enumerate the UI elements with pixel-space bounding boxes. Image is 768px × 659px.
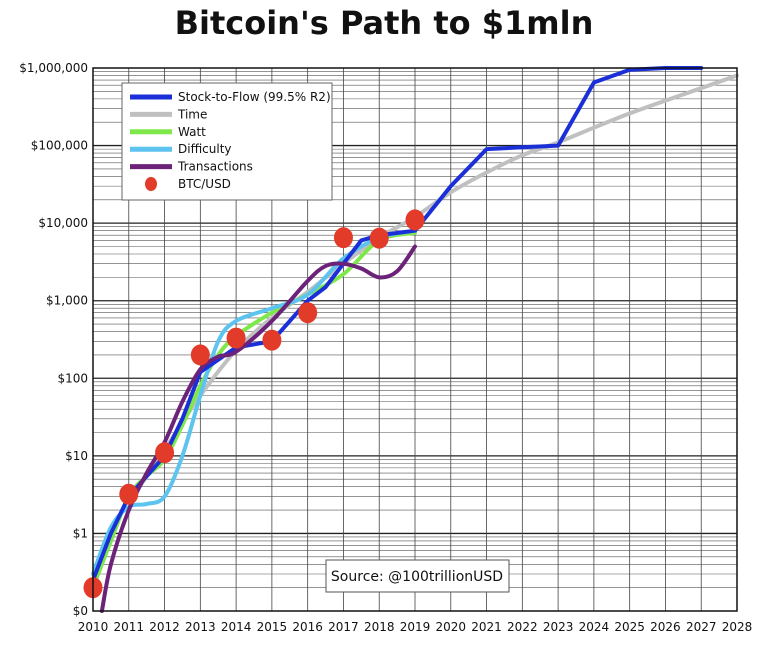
x-tick-label: 2010 [78, 620, 109, 634]
source-label: Source: @100trillionUSD [331, 569, 503, 585]
series-layer [83, 66, 739, 613]
x-tick-label: 2013 [185, 620, 216, 634]
source-box-frame [325, 559, 510, 593]
x-tick-label: 2021 [471, 620, 502, 634]
x-tick-label: 2023 [543, 620, 574, 634]
x-tick-label: 2012 [149, 620, 180, 634]
x-tick-label: 2017 [328, 620, 359, 634]
legend-label-transactions: Transactions [177, 160, 253, 174]
y-tick-label: $100,000 [31, 139, 88, 153]
legend-label-stock-to-flow-99-5-r2: Stock-to-Flow (99.5% R2) [178, 90, 331, 104]
y-tick-label: $100 [57, 371, 88, 385]
legend-frame [121, 82, 333, 201]
btc-usd-point [333, 227, 353, 249]
source-box: Source: @100trillionUSD [325, 559, 510, 593]
chart-title: Bitcoin's Path to $1mln [174, 4, 594, 42]
x-tick-label: 2019 [400, 620, 431, 634]
legend-swatch-btc-usd [145, 177, 157, 191]
series-line-stock-to-flow-99-5-r2 [91, 66, 704, 583]
x-tick-label: 2025 [614, 620, 645, 634]
plot-frame [92, 67, 738, 612]
x-tick-label: 2028 [722, 620, 753, 634]
legend-label-watt: Watt [178, 125, 206, 139]
x-tick-label: 2027 [686, 620, 717, 634]
series-line-transactions [99, 244, 417, 613]
x-tick-label: 2020 [436, 620, 467, 634]
btc-usd-point [226, 327, 246, 349]
x-tick-label: 2026 [650, 620, 681, 634]
x-tick-label: 2015 [257, 620, 288, 634]
btc-usd-point [155, 442, 175, 464]
legend-label-difficulty: Difficulty [178, 142, 232, 156]
x-tick-label: 2024 [579, 620, 610, 634]
y-tick-label: $0 [73, 604, 88, 618]
x-tick-label: 2014 [221, 620, 252, 634]
btc-usd-point [405, 209, 425, 231]
legend: Stock-to-Flow (99.5% R2) Time Watt Difficul… [121, 82, 333, 201]
frame-layer [92, 67, 738, 612]
btc-usd-point [119, 483, 139, 505]
x-tick-label: 2022 [507, 620, 538, 634]
btc-usd-point [298, 302, 318, 324]
y-tick-label: $10 [65, 449, 88, 463]
legend-label-btc-usd: BTC/USD [178, 177, 231, 191]
btc-usd-point [190, 344, 210, 366]
tick-layer: 2010 2011 2012 2013 2014 2015 2016 2017 2018 2019… [19, 61, 752, 634]
btc-usd-point [369, 227, 389, 249]
y-tick-label: $10,000 [38, 216, 88, 230]
x-tick-label: 2011 [114, 620, 145, 634]
y-tick-label: $1,000,000 [19, 61, 88, 75]
y-tick-label: $1,000 [46, 294, 88, 308]
legend-label-time: Time [177, 107, 207, 121]
x-tick-label: 2018 [364, 620, 395, 634]
series-line-time [126, 73, 739, 505]
btc-usd-point [262, 329, 282, 351]
y-tick-label: $1 [73, 526, 88, 540]
x-tick-label: 2016 [292, 620, 323, 634]
